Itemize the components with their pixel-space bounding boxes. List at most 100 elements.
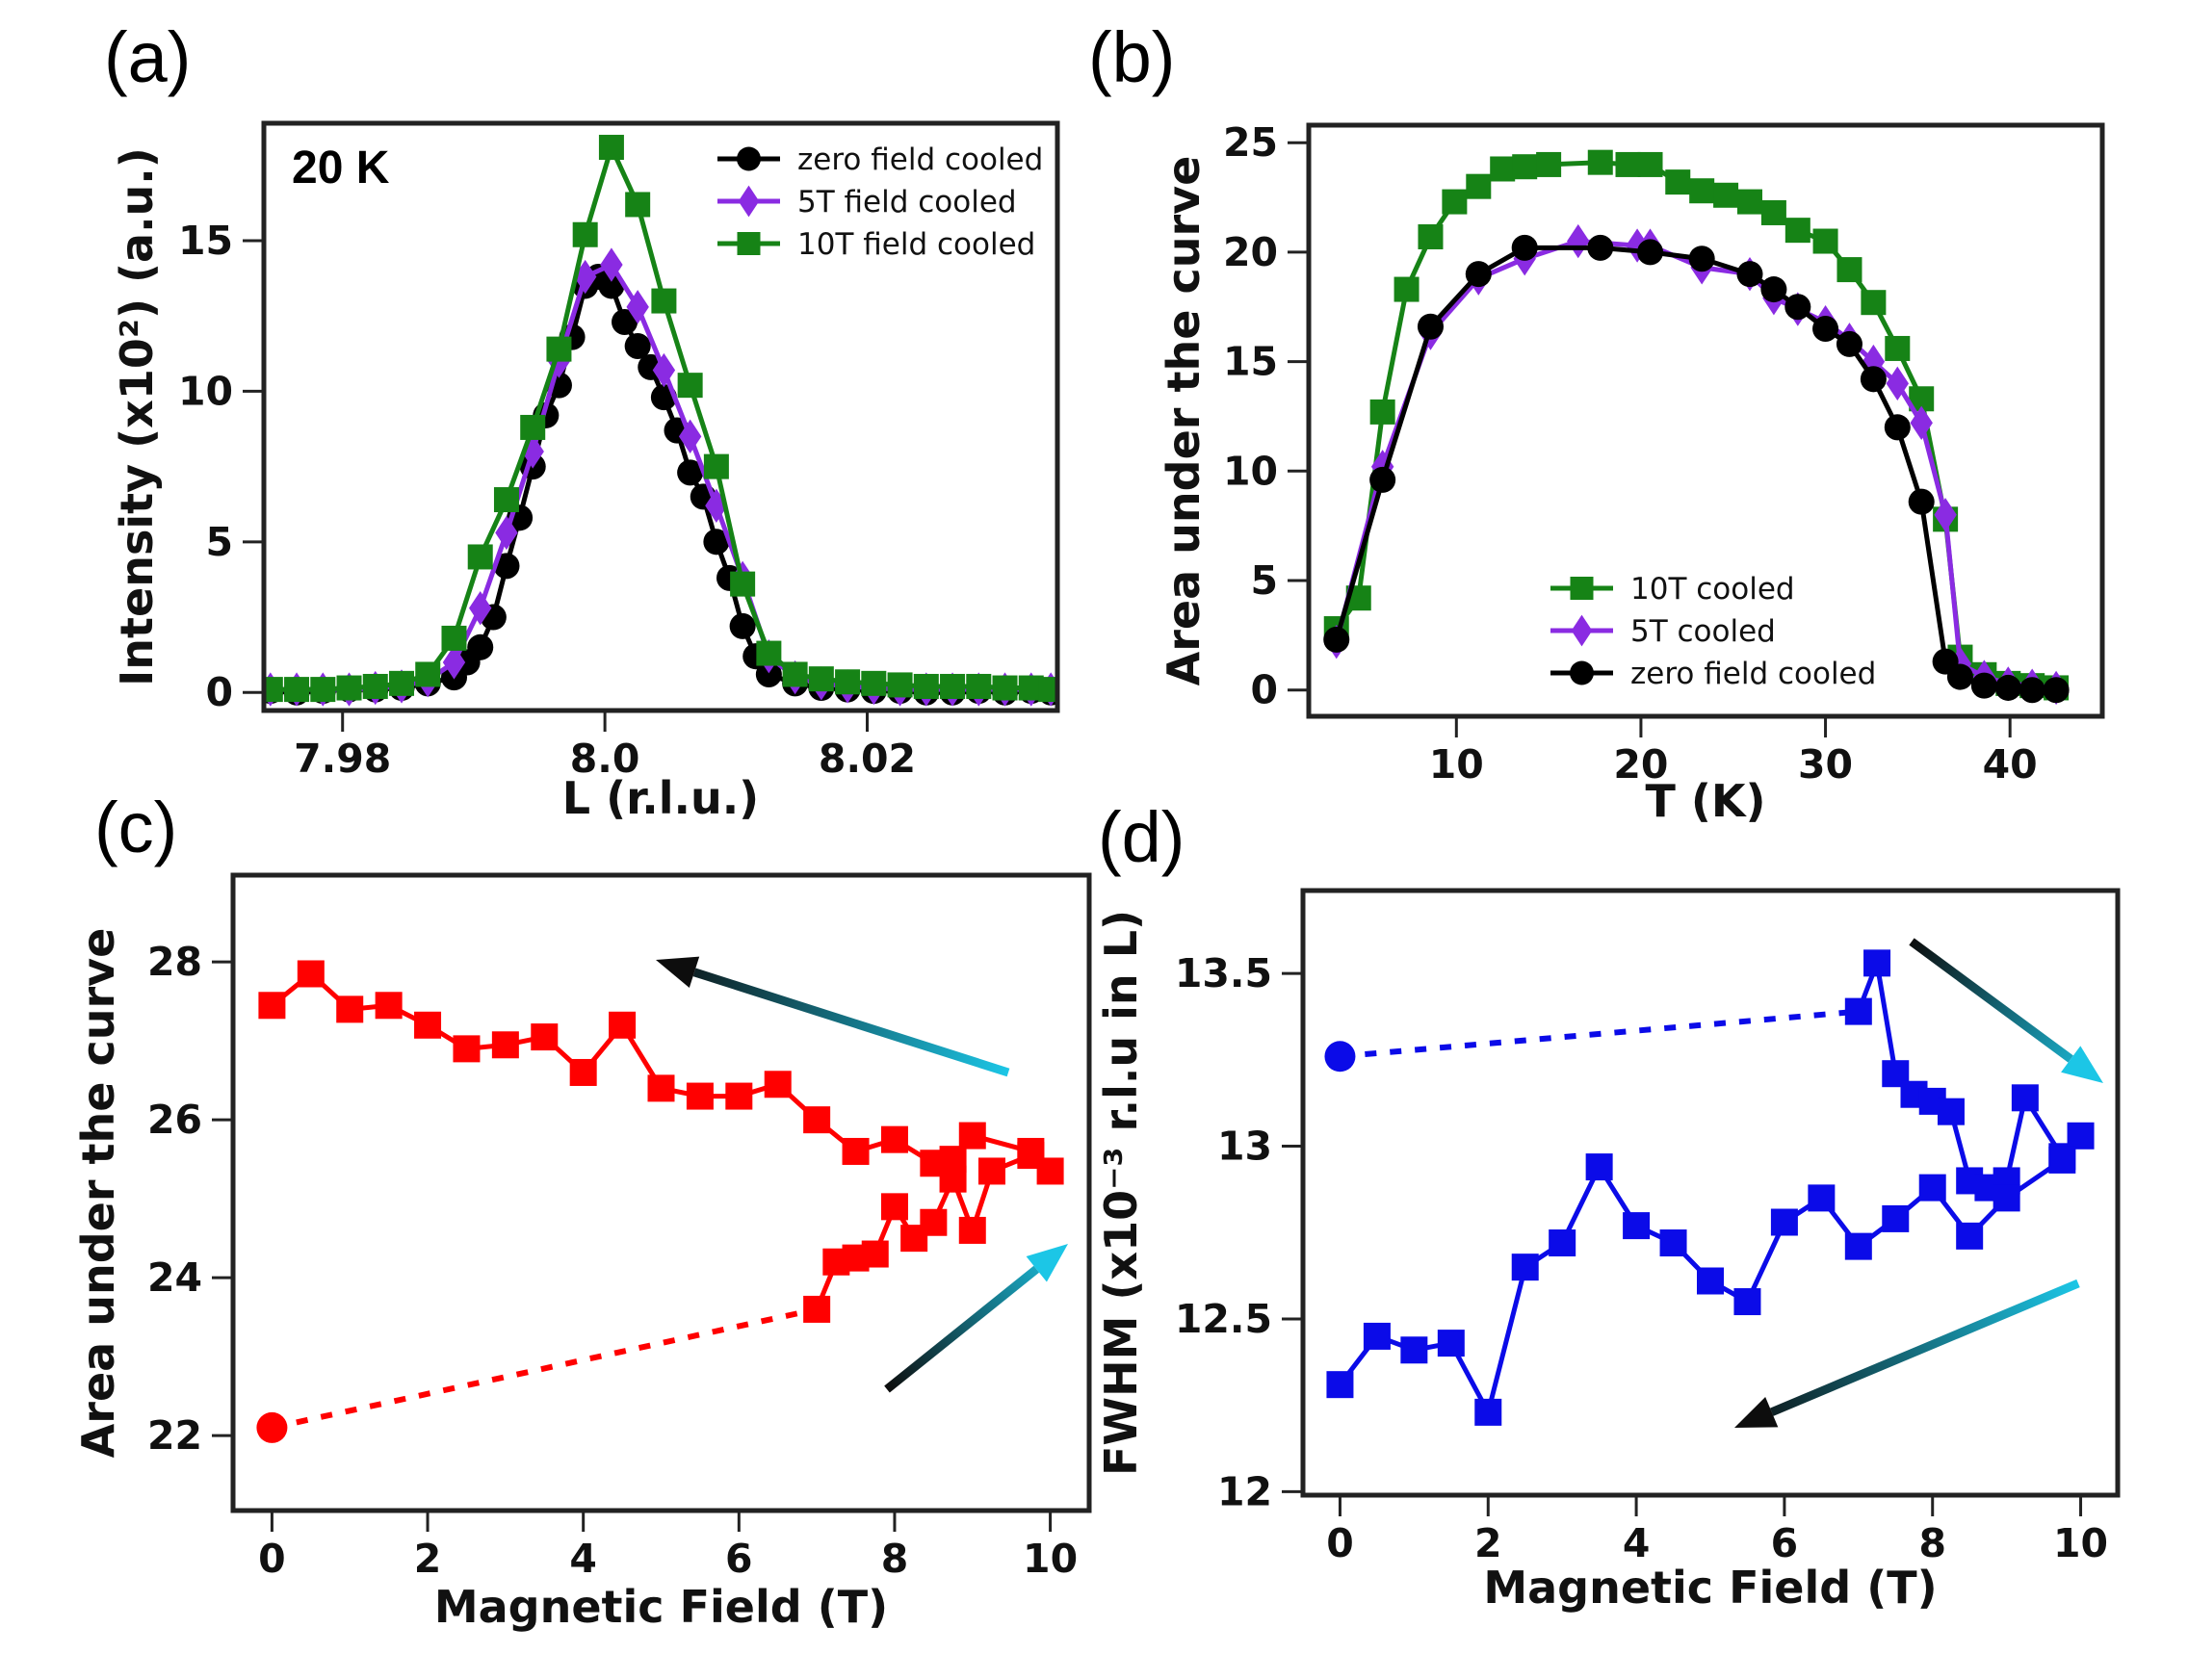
data-point [2011, 1084, 2039, 1112]
x-tick-label: 2 [1474, 1520, 1502, 1566]
data-point [1836, 330, 1862, 357]
legend-marker [1571, 614, 1593, 647]
data-point [1884, 414, 1911, 441]
legend-label: 5T field cooled [797, 185, 1017, 220]
dotted-segment [271, 1306, 818, 1431]
data-point [469, 590, 492, 626]
x-tick-label: 6 [725, 1536, 753, 1582]
data-point [861, 670, 887, 696]
data-point [678, 419, 702, 454]
data-point [1844, 997, 1872, 1025]
arrow-shaft [1909, 938, 2073, 1063]
data-point [1549, 1229, 1576, 1257]
data-point [1400, 1336, 1428, 1364]
series-10t-cooled [1323, 149, 2070, 701]
x-axis-label: Magnetic Field (T) [434, 1581, 888, 1633]
legend: 10T cooled 5T cooled zero field cooled [1550, 572, 1876, 691]
data-point [1326, 1371, 1354, 1399]
data-point [624, 332, 651, 360]
data-point [842, 1137, 870, 1165]
series-5t-field-cooled [264, 247, 1057, 707]
data-point [977, 1157, 1005, 1185]
data-point [1689, 178, 1715, 204]
data-point [1511, 234, 1538, 261]
data-point [730, 571, 756, 597]
series-line [270, 274, 1052, 695]
data-point [609, 1011, 637, 1039]
data-point [1760, 276, 1787, 303]
panel-label: (b) [1088, 17, 1175, 97]
data-point [1665, 169, 1691, 195]
data-point [1567, 223, 1590, 259]
y-tick-label: 24 [147, 1254, 202, 1301]
data-point [572, 221, 598, 247]
data-point [1863, 949, 1891, 977]
data-point [1369, 399, 1395, 425]
arrow-head [656, 956, 700, 988]
y-axis-label: Intensity (x10²) (a.u.) [111, 147, 163, 686]
data-point [1615, 151, 1641, 177]
x-tick-label: 20 [1613, 741, 1668, 788]
plot-area [256, 960, 1064, 1443]
data-point [264, 677, 283, 703]
y-tick-label: 0 [1250, 667, 1278, 713]
legend-label: 5T cooled [1630, 614, 1776, 649]
arrow-up-right-c [884, 1244, 1068, 1393]
data-point [755, 660, 782, 687]
data-point [677, 459, 704, 486]
x-tick-label: 40 [1983, 741, 2038, 788]
data-point [920, 1208, 948, 1236]
panel-label: (a) [104, 17, 191, 97]
data-point [258, 992, 286, 1020]
data-point [1733, 1288, 1761, 1316]
data-point [703, 453, 729, 479]
data-point [1490, 156, 1516, 182]
data-point [1636, 239, 1664, 266]
data-point [521, 434, 544, 469]
arrow-down-right-d [1909, 938, 2103, 1083]
data-point [1465, 261, 1492, 288]
y-tick-label: 20 [1223, 229, 1278, 275]
series-zero-field-cooled [1323, 234, 2070, 704]
data-point [1038, 677, 1057, 703]
data-point [756, 640, 782, 666]
data-point [835, 669, 861, 695]
data-point [1466, 173, 1492, 199]
data-point [1808, 1184, 1836, 1212]
panel-a: (a) 7.98 8.0 8.02 0 5 10 15 L (r.l.u.) Intensity … [104, 17, 1060, 824]
data-point [1417, 313, 1444, 340]
x-axis-label: L (r.l.u.) [562, 772, 759, 824]
legend-label: zero field cooled [797, 142, 1043, 177]
arrow-shaft [1769, 1279, 2080, 1416]
data-point [600, 247, 623, 282]
y-tick-label: 0 [205, 669, 233, 715]
y-tick-label: 22 [147, 1412, 202, 1459]
data-point [803, 1106, 831, 1134]
data-point [573, 259, 597, 295]
data-point [569, 1058, 597, 1086]
data-point [1886, 366, 1909, 401]
y-tick-label: 26 [147, 1097, 202, 1143]
data-point [546, 336, 572, 362]
data-point [1659, 1229, 1687, 1257]
data-point [958, 1216, 986, 1244]
data-point [880, 1125, 908, 1153]
data-point [453, 1035, 481, 1063]
temperature-annotation: 20 K [292, 142, 390, 194]
x-tick-label: 8.02 [819, 736, 916, 782]
data-point [1844, 1232, 1872, 1260]
data-point [493, 553, 520, 580]
data-point [725, 1082, 753, 1110]
x-tick-label: 4 [1623, 1520, 1651, 1566]
y-tick-label: 15 [1223, 339, 1278, 385]
x-tick-label: 8.0 [570, 736, 640, 782]
data-point [1697, 1267, 1724, 1295]
data-point [598, 135, 624, 161]
data-point [1882, 1204, 1910, 1232]
arrow-head [1026, 1244, 1068, 1282]
x-tick-label: 10 [1023, 1536, 1078, 1582]
data-point [992, 675, 1018, 701]
data-point [1918, 1174, 1946, 1202]
data-point [362, 673, 388, 699]
